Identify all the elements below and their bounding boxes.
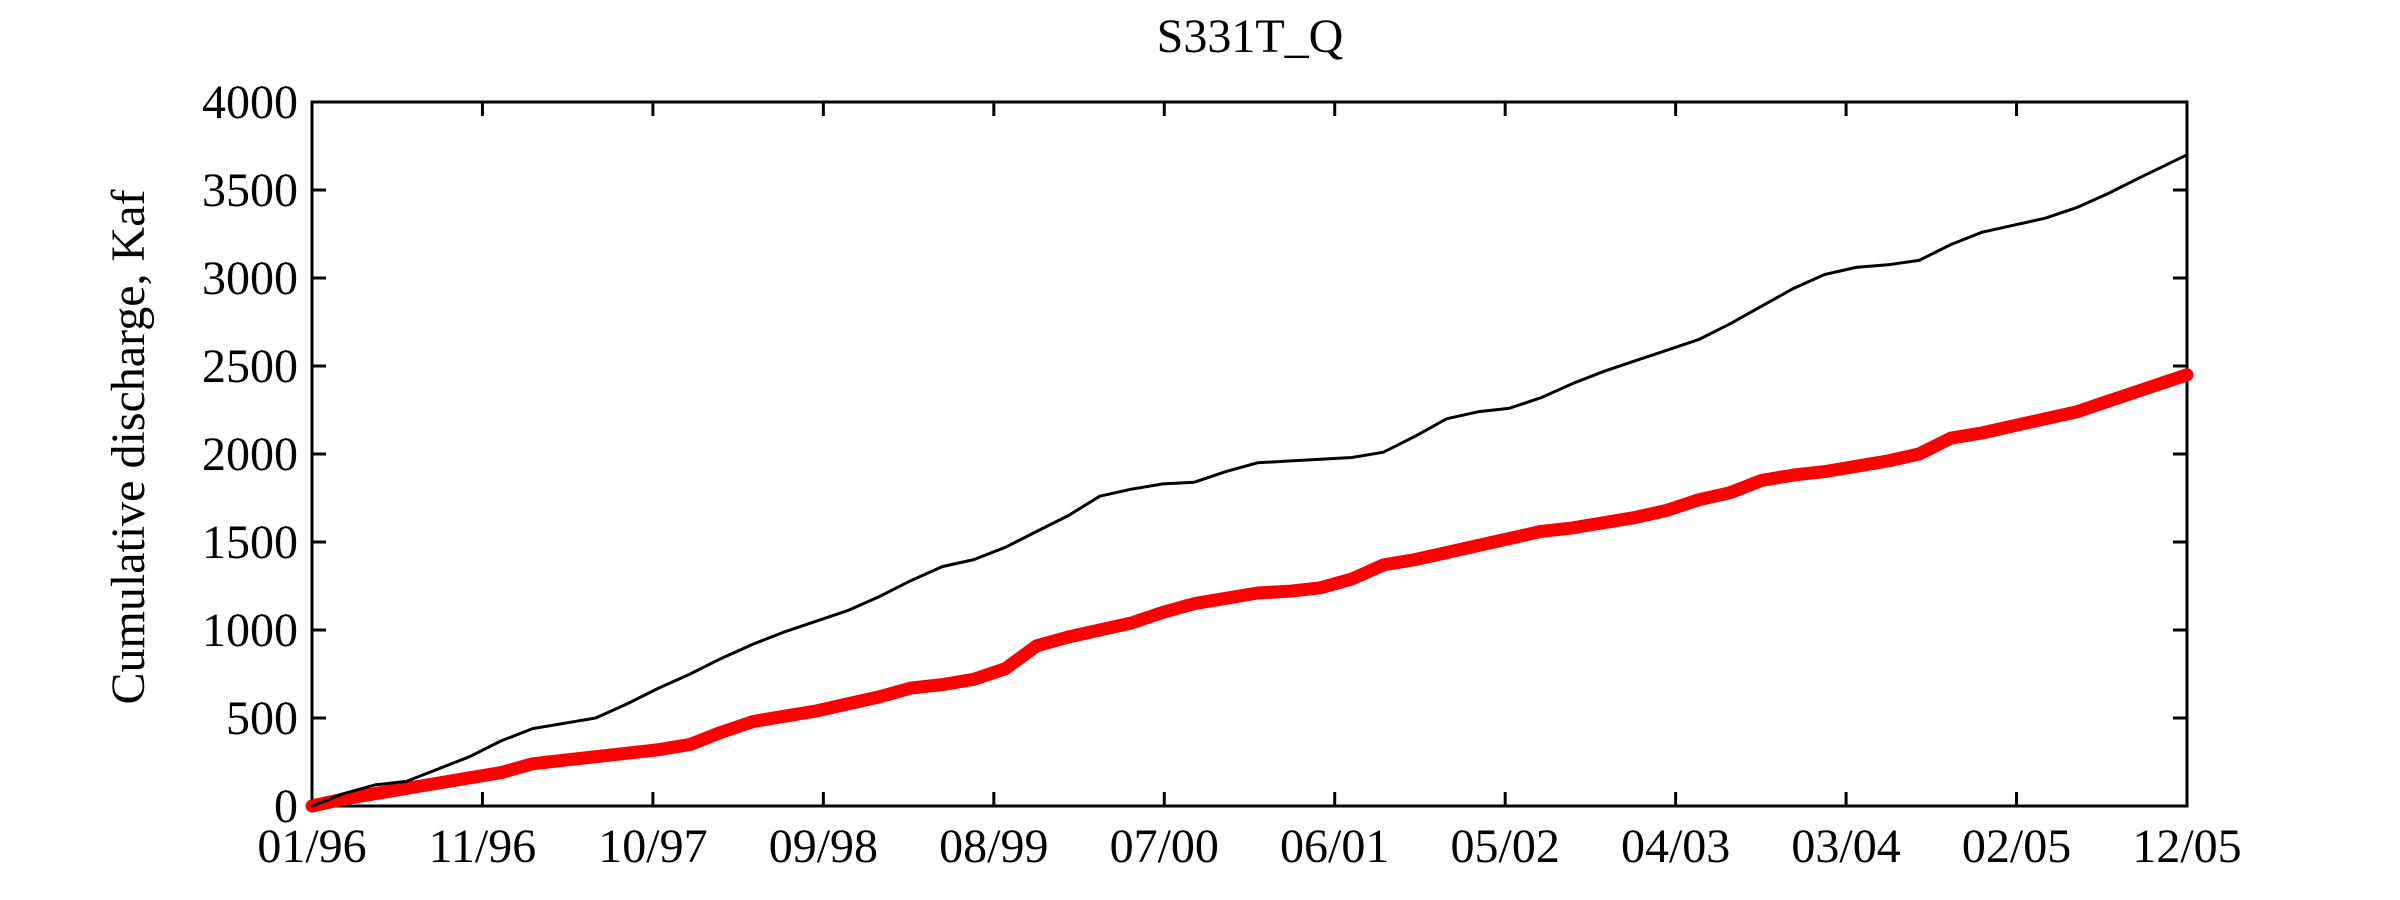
- x-tick-label: 10/97: [598, 820, 707, 873]
- y-tick-label: 2500: [202, 340, 298, 393]
- x-tick-label: 11/96: [429, 820, 537, 873]
- x-tick-label: 08/99: [939, 820, 1048, 873]
- x-tick-label: 05/02: [1451, 820, 1560, 873]
- chart-title: S331T_Q: [1157, 10, 1344, 63]
- series-line-1: [310, 153, 2189, 808]
- x-tick-label: 06/01: [1280, 820, 1389, 873]
- y-tick-label: 0: [274, 780, 298, 833]
- y-tick-label: 4000: [202, 76, 298, 129]
- y-tick-label: 1000: [202, 604, 298, 657]
- y-tick-label: 3500: [202, 164, 298, 217]
- x-tick-label: 02/05: [1962, 820, 2071, 873]
- y-tick-label: 1500: [202, 516, 298, 569]
- series-lines: [305, 153, 2194, 813]
- x-tick-label: 12/05: [2132, 820, 2241, 873]
- series-line-2: [305, 368, 2194, 813]
- y-tick-label: 3000: [202, 252, 298, 305]
- x-tick-label: 03/04: [1791, 820, 1900, 873]
- x-tick-label: 04/03: [1621, 820, 1730, 873]
- tick-labels: 0 500 1000 1500 2000 2500 3000 3500 4000 01/96 11/…: [202, 76, 2242, 873]
- x-tick-label: 09/98: [769, 820, 878, 873]
- y-tick-label: 2000: [202, 428, 298, 481]
- axis-ticks: [310, 100, 2189, 808]
- y-tick-label: 500: [226, 692, 298, 745]
- x-tick-label: 07/00: [1110, 820, 1219, 873]
- y-axis-label: Cumulative discharge, Kaf: [102, 190, 155, 705]
- x-tick-label: 01/96: [257, 820, 366, 873]
